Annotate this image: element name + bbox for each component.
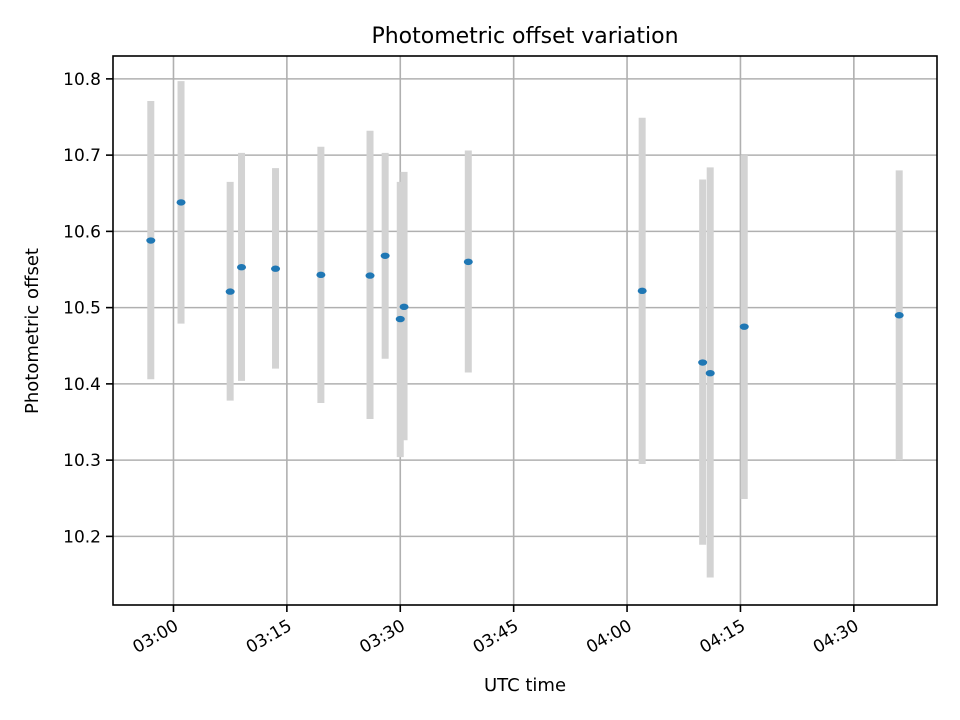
- data-point: [463, 258, 473, 266]
- data-point: [146, 237, 156, 244]
- data-point: [237, 264, 247, 271]
- y-tick-label: 10.7: [63, 146, 101, 166]
- data-point: [705, 370, 715, 377]
- y-tick-label: 10.2: [63, 527, 101, 547]
- y-tick-label: 10.6: [63, 222, 101, 242]
- x-tick-label: 04:15: [697, 616, 749, 658]
- x-tick-label: 03:15: [243, 616, 295, 658]
- y-tick-label: 10.4: [63, 375, 101, 395]
- data-point: [698, 359, 708, 366]
- y-tick-label: 10.5: [63, 299, 101, 319]
- point-layer: [146, 199, 904, 377]
- plot-frame: [112, 55, 938, 606]
- chart-title: Photometric offset variation: [371, 24, 678, 49]
- grid-layer: [113, 56, 937, 605]
- x-tick-label: 04:30: [810, 616, 862, 658]
- y-tick-label: 10.8: [63, 70, 101, 90]
- data-point: [176, 199, 186, 206]
- data-point: [365, 272, 375, 279]
- data-point: [271, 265, 281, 272]
- data-point: [739, 323, 749, 330]
- data-point: [395, 315, 405, 323]
- x-tick-label: 04:00: [583, 616, 635, 658]
- data-point: [637, 287, 647, 295]
- data-point: [225, 288, 235, 295]
- data-point: [399, 303, 409, 311]
- x-tick-label: 03:45: [470, 616, 522, 658]
- data-point: [894, 312, 904, 319]
- data-point: [380, 252, 390, 259]
- x-axis-label: UTC time: [484, 675, 566, 696]
- y-tick-label: 10.3: [63, 451, 101, 471]
- data-point: [316, 271, 326, 279]
- x-tick-label: 03:30: [356, 616, 408, 658]
- x-tick-label: 03:00: [130, 616, 182, 658]
- y-axis-label: Photometric offset: [22, 248, 43, 414]
